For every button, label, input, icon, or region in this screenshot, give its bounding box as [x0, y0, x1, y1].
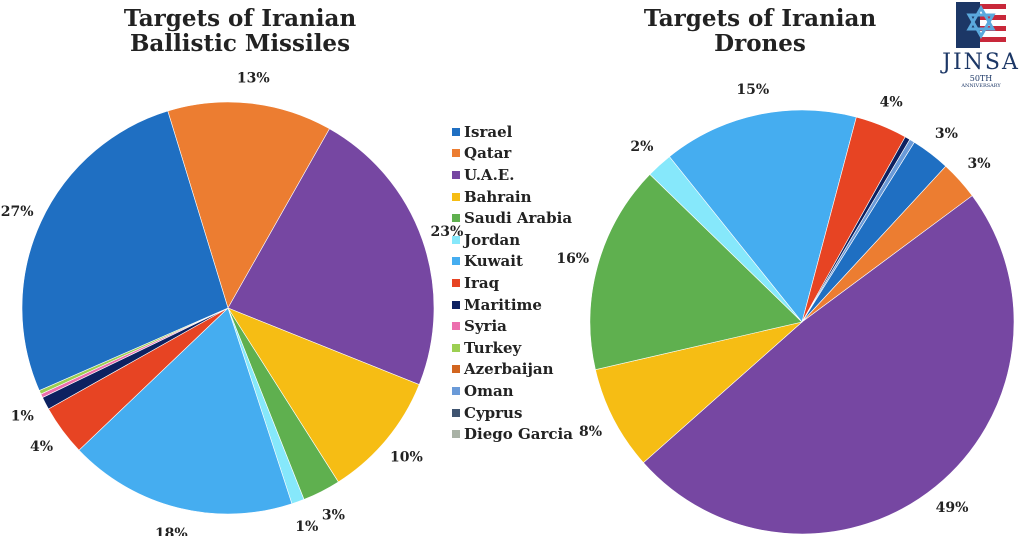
chart-title-drones: Targets of Iranian Drones — [643, 5, 877, 57]
legend-label: Kuwait — [464, 252, 523, 271]
legend-swatch — [452, 170, 460, 179]
data-label: 27% — [1, 204, 34, 220]
slice-kuwait — [668, 109, 857, 323]
data-label: 15% — [736, 82, 769, 98]
legend-label: Diego Garcia — [464, 425, 573, 444]
legend-item: Saudi Arabia — [452, 207, 573, 229]
legend-item: Syria — [452, 315, 573, 337]
jinsa-logo: JINSA 50TH ANNIVERSARY — [940, 2, 1022, 89]
legend-label: Jordan — [464, 230, 521, 249]
logo-text: JINSA — [942, 50, 1020, 75]
data-label: 1% — [11, 408, 34, 424]
slice-israel — [21, 110, 229, 391]
data-label: 4% — [880, 94, 903, 110]
legend-item: U.A.E. — [452, 164, 573, 186]
legend-label: Turkey — [464, 338, 522, 357]
slice-bahrain — [595, 321, 803, 464]
chart-title-missiles: Targets of Iranian Ballistic Missiles — [123, 5, 357, 57]
data-label: 2% — [630, 139, 653, 155]
legend-swatch — [452, 235, 460, 244]
star-flag-icon — [956, 2, 1006, 48]
logo-anniversary: 50TH — [969, 74, 993, 83]
legend-item: Qatar — [452, 143, 573, 165]
data-label: 16% — [556, 251, 589, 267]
legend-label: Azerbaijan — [464, 360, 554, 379]
legend-item: Maritime — [452, 294, 573, 316]
legend-label: Syria — [464, 317, 507, 336]
legend-swatch — [452, 408, 460, 417]
slice-saudi-arabia — [589, 173, 803, 371]
data-label: 3% — [322, 508, 345, 524]
logo-sub: ANNIVERSARY — [961, 83, 1001, 89]
legend: Israel Qatar U.A.E. Bahrain Saudi Arabia Jord… — [452, 121, 573, 445]
legend-label: Maritime — [464, 295, 542, 314]
legend-swatch — [452, 300, 460, 309]
legend-label: U.A.E. — [464, 165, 515, 184]
data-label: 18% — [155, 526, 188, 536]
legend-swatch — [452, 365, 460, 374]
legend-item: Bahrain — [452, 186, 573, 208]
legend-item: Israel — [452, 121, 573, 143]
data-label: 8% — [579, 424, 602, 440]
legend-label: Cyprus — [464, 403, 523, 422]
legend-item: Turkey — [452, 337, 573, 359]
legend-swatch — [452, 430, 460, 439]
legend-swatch — [452, 214, 460, 223]
legend-item: Azerbaijan — [452, 359, 573, 381]
legend-swatch — [452, 257, 460, 266]
legend-swatch — [452, 278, 460, 287]
legend-item: Kuwait — [452, 251, 573, 273]
slice-kuwait — [78, 307, 293, 515]
legend-label: Iraq — [464, 273, 500, 292]
legend-swatch — [452, 322, 460, 331]
slice-bahrain — [227, 307, 420, 483]
legend-label: Qatar — [464, 144, 512, 163]
slice-u-a-e- — [642, 195, 1015, 535]
slice-u-a-e- — [227, 128, 435, 385]
data-label: 49% — [936, 500, 969, 516]
legend-swatch — [452, 127, 460, 136]
legend-label: Bahrain — [464, 187, 532, 206]
legend-label: Oman — [464, 381, 514, 400]
slice-oman — [801, 139, 915, 323]
legend-item: Diego Garcia — [452, 423, 573, 445]
legend-item: Iraq — [452, 272, 573, 294]
legend-swatch — [452, 192, 460, 201]
data-label: 1% — [295, 519, 318, 535]
slice-qatar — [167, 101, 330, 309]
legend-item: Jordan — [452, 229, 573, 251]
legend-item: Oman — [452, 380, 573, 402]
data-label: 4% — [30, 439, 53, 455]
data-label: 13% — [237, 70, 270, 86]
legend-swatch — [452, 343, 460, 352]
data-label: 3% — [935, 126, 958, 142]
legend-swatch — [452, 386, 460, 395]
legend-label: Israel — [464, 122, 513, 141]
legend-item: Cyprus — [452, 402, 573, 424]
data-label: 3% — [968, 156, 991, 172]
legend-label: Saudi Arabia — [464, 209, 573, 228]
legend-swatch — [452, 149, 460, 158]
data-label: 10% — [390, 449, 423, 465]
